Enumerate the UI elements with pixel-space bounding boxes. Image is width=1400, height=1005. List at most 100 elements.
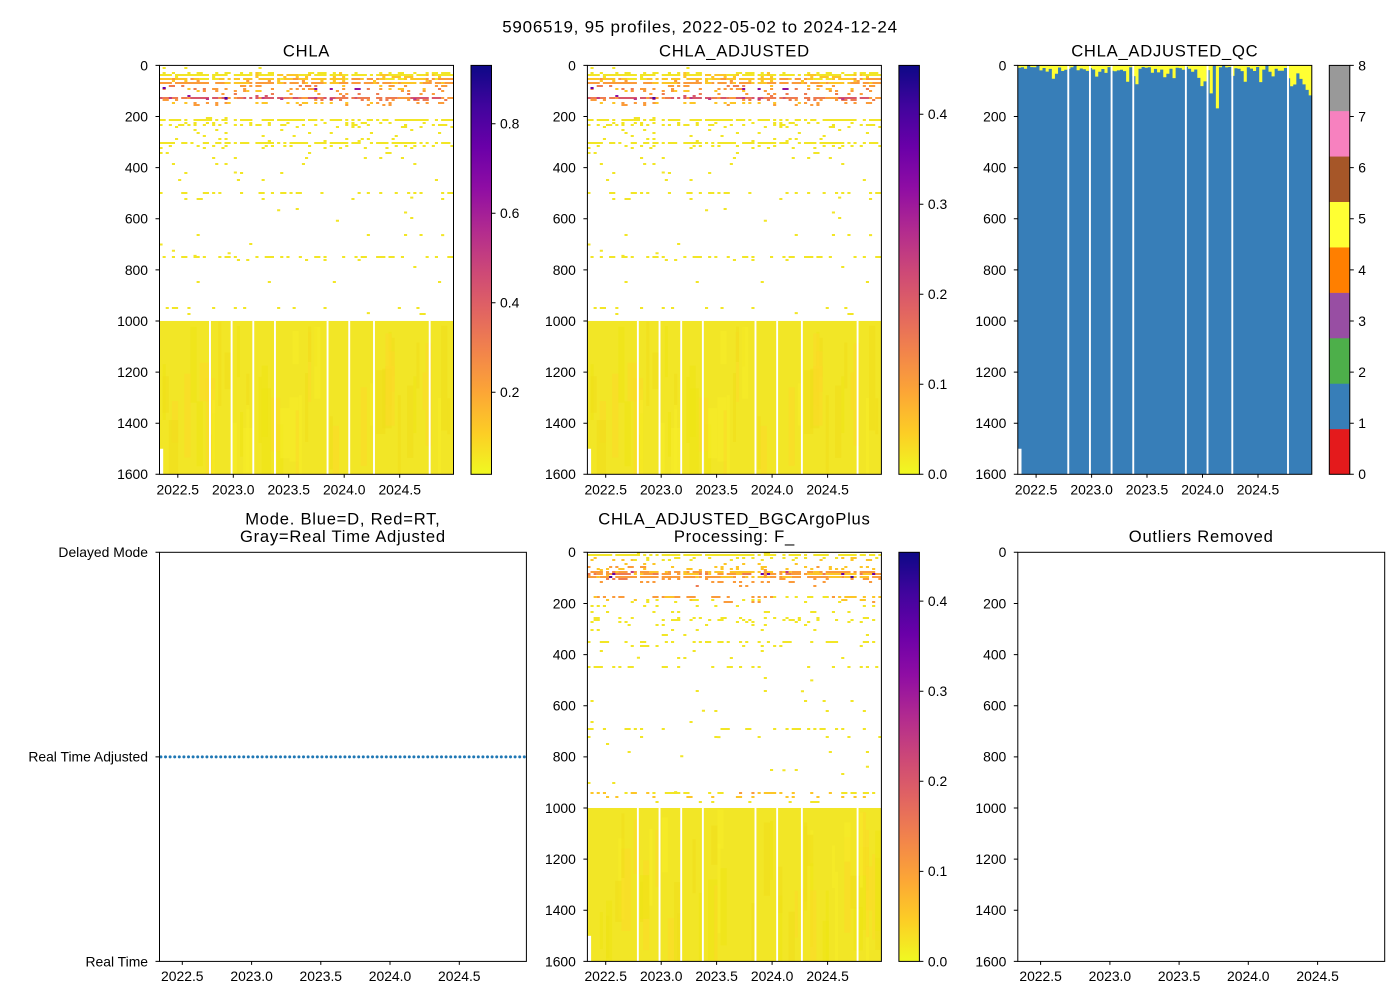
svg-text:Gray=Real Time Adjusted: Gray=Real Time Adjusted (240, 527, 446, 546)
svg-text:0.1: 0.1 (928, 863, 948, 879)
svg-text:Real Time: Real Time (85, 953, 148, 969)
svg-text:2024.0: 2024.0 (751, 968, 794, 984)
svg-text:2023.0: 2023.0 (212, 481, 255, 497)
svg-text:2024.0: 2024.0 (323, 481, 366, 497)
svg-text:600: 600 (983, 211, 1006, 227)
svg-text:Outliers Removed: Outliers Removed (1129, 527, 1274, 546)
svg-text:1600: 1600 (545, 953, 576, 969)
svg-text:1: 1 (1358, 415, 1366, 431)
svg-text:8: 8 (1358, 57, 1366, 73)
svg-text:0.4: 0.4 (928, 593, 948, 609)
svg-text:800: 800 (553, 749, 576, 765)
svg-text:2023.0: 2023.0 (230, 968, 273, 984)
svg-text:1400: 1400 (975, 902, 1006, 918)
svg-text:1600: 1600 (545, 466, 576, 482)
svg-text:1400: 1400 (975, 415, 1006, 431)
svg-text:3: 3 (1358, 313, 1366, 329)
svg-text:0: 0 (140, 57, 148, 73)
svg-text:600: 600 (125, 211, 148, 227)
svg-text:0.0: 0.0 (928, 953, 948, 969)
svg-text:0.6: 0.6 (500, 205, 520, 221)
svg-text:7: 7 (1358, 108, 1366, 124)
svg-text:400: 400 (983, 160, 1006, 176)
svg-text:Delayed Mode: Delayed Mode (58, 544, 148, 560)
svg-text:0.2: 0.2 (928, 773, 948, 789)
svg-text:2022.5: 2022.5 (584, 481, 627, 497)
svg-text:CHLA_ADJUSTED_BGCArgoPlus: CHLA_ADJUSTED_BGCArgoPlus (598, 510, 870, 529)
svg-text:0.8: 0.8 (500, 116, 520, 132)
svg-text:200: 200 (553, 595, 576, 611)
svg-text:2022.5: 2022.5 (161, 968, 204, 984)
svg-text:5: 5 (1358, 211, 1366, 227)
svg-text:1600: 1600 (975, 953, 1006, 969)
svg-text:600: 600 (553, 211, 576, 227)
svg-text:200: 200 (125, 108, 148, 124)
svg-text:1200: 1200 (975, 364, 1006, 380)
svg-text:2023.0: 2023.0 (640, 481, 683, 497)
svg-text:1400: 1400 (545, 415, 576, 431)
svg-text:400: 400 (125, 160, 148, 176)
svg-text:2023.5: 2023.5 (1126, 481, 1169, 497)
svg-text:0.2: 0.2 (928, 286, 948, 302)
svg-text:0.3: 0.3 (928, 683, 948, 699)
svg-text:800: 800 (553, 262, 576, 278)
svg-text:2024.0: 2024.0 (369, 968, 412, 984)
svg-text:2023.5: 2023.5 (267, 481, 310, 497)
svg-text:1400: 1400 (545, 902, 576, 918)
svg-text:1000: 1000 (545, 800, 576, 816)
svg-text:0: 0 (1358, 466, 1366, 482)
svg-text:2022.5: 2022.5 (584, 968, 627, 984)
svg-text:2024.5: 2024.5 (438, 968, 481, 984)
svg-text:2023.5: 2023.5 (300, 968, 343, 984)
svg-text:4: 4 (1358, 262, 1366, 278)
svg-text:Processing: F_: Processing: F_ (674, 527, 795, 546)
svg-text:600: 600 (553, 698, 576, 714)
svg-text:2023.0: 2023.0 (1089, 968, 1132, 984)
svg-text:2022.5: 2022.5 (1019, 968, 1062, 984)
svg-text:CHLA_ADJUSTED_QC: CHLA_ADJUSTED_QC (1071, 42, 1258, 61)
svg-text:2024.5: 2024.5 (1296, 968, 1339, 984)
svg-text:1200: 1200 (545, 364, 576, 380)
svg-text:0.4: 0.4 (928, 106, 948, 122)
svg-text:2024.5: 2024.5 (806, 481, 849, 497)
svg-text:0.3: 0.3 (928, 196, 948, 212)
svg-text:1600: 1600 (975, 466, 1006, 482)
svg-text:1000: 1000 (975, 313, 1006, 329)
svg-text:800: 800 (983, 749, 1006, 765)
svg-text:600: 600 (983, 698, 1006, 714)
svg-text:800: 800 (125, 262, 148, 278)
svg-text:1000: 1000 (117, 313, 148, 329)
svg-text:1400: 1400 (117, 415, 148, 431)
svg-text:2023.5: 2023.5 (695, 968, 738, 984)
svg-text:0: 0 (999, 57, 1007, 73)
svg-text:0: 0 (568, 544, 576, 560)
svg-text:0.0: 0.0 (928, 466, 948, 482)
svg-text:2024.5: 2024.5 (806, 968, 849, 984)
svg-text:0.4: 0.4 (500, 295, 520, 311)
svg-text:400: 400 (553, 160, 576, 176)
svg-text:2023.5: 2023.5 (695, 481, 738, 497)
svg-text:200: 200 (983, 595, 1006, 611)
svg-text:2023.0: 2023.0 (1070, 481, 1113, 497)
svg-text:CHLA_ADJUSTED: CHLA_ADJUSTED (659, 42, 810, 61)
svg-text:1200: 1200 (975, 851, 1006, 867)
svg-text:0.1: 0.1 (928, 376, 948, 392)
svg-text:1000: 1000 (975, 800, 1006, 816)
svg-text:0: 0 (999, 544, 1007, 560)
svg-text:5906519, 95 profiles, 2022-05-: 5906519, 95 profiles, 2022-05-02 to 2024… (502, 18, 898, 37)
svg-text:2024.0: 2024.0 (1227, 968, 1270, 984)
svg-text:Real Time Adjusted: Real Time Adjusted (28, 749, 148, 765)
svg-text:Mode. Blue=D, Red=RT,: Mode. Blue=D, Red=RT, (245, 510, 440, 529)
svg-text:200: 200 (983, 108, 1006, 124)
svg-text:6: 6 (1358, 160, 1366, 176)
svg-text:400: 400 (553, 647, 576, 663)
svg-text:1000: 1000 (545, 313, 576, 329)
svg-text:400: 400 (983, 647, 1006, 663)
svg-text:1600: 1600 (117, 466, 148, 482)
svg-text:2022.5: 2022.5 (1015, 481, 1058, 497)
svg-text:2023.5: 2023.5 (1158, 968, 1201, 984)
svg-text:2024.0: 2024.0 (1181, 481, 1224, 497)
svg-text:2024.5: 2024.5 (1237, 481, 1280, 497)
svg-text:0: 0 (568, 57, 576, 73)
svg-text:2024.0: 2024.0 (751, 481, 794, 497)
